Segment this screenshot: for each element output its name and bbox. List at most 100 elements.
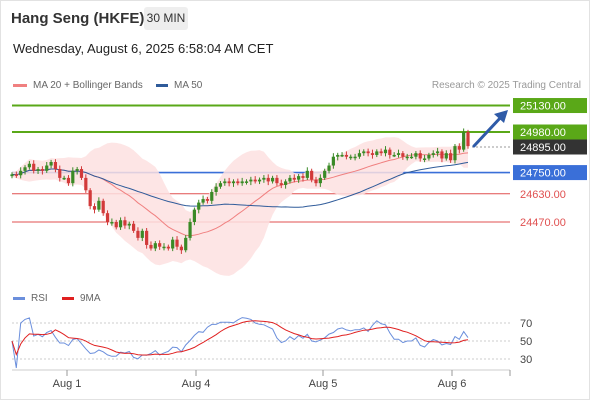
candle-body: [118, 220, 123, 228]
candle-body: [392, 154, 396, 157]
ma9-swatch: [62, 297, 74, 300]
candle-body: [266, 177, 270, 182]
level-label-24750.00: 24750.00: [520, 168, 566, 180]
candle-body: [366, 151, 370, 154]
candle-body: [40, 169, 44, 171]
rsi-line: [11, 317, 469, 369]
credit-text: Research © 2025 Trading Central: [431, 80, 581, 91]
candle-body: [71, 170, 75, 184]
candle-body: [192, 209, 196, 222]
candle-body: [197, 202, 201, 210]
candle-body: [166, 246, 170, 249]
candle-body: [409, 156, 414, 159]
candle-body: [223, 181, 227, 184]
rsi-tick-30: 30: [520, 354, 532, 366]
candle-body: [10, 174, 14, 177]
candle-body: [336, 154, 340, 157]
candle-body: [114, 222, 118, 228]
candle-body: [401, 153, 405, 157]
candle-body: [210, 192, 214, 201]
candle-body: [344, 154, 348, 157]
level-tag-24750.00: [513, 165, 587, 181]
level-label-24630.00: 24630.00: [520, 189, 566, 201]
candle-body: [188, 222, 192, 238]
candle-body: [184, 237, 188, 251]
candle-body: [314, 179, 318, 184]
rsi-swatch: [13, 297, 25, 300]
ma20-legend-label: MA 20 + Bollinger Bands: [33, 80, 143, 91]
candle-body: [349, 156, 353, 159]
rsi-tick-70: 70: [520, 318, 532, 330]
candle-body: [236, 181, 240, 184]
candle-body: [110, 222, 114, 224]
datetime-stamp: Wednesday, August 6, 2025 6:58:04 AM CET: [13, 41, 274, 56]
candle-body: [444, 153, 448, 159]
candle-body: [340, 154, 344, 157]
candle-body: [305, 170, 309, 178]
candle-body: [145, 230, 149, 245]
level-label-24470.00: 24470.00: [520, 217, 566, 229]
forecast-arrowhead: [494, 110, 508, 123]
candle-body: [257, 179, 262, 182]
candle-body: [75, 169, 79, 171]
candle-body: [84, 177, 88, 191]
level-label-25130.00: 25130.00: [520, 101, 566, 113]
candle-body: [279, 183, 283, 185]
candle-body: [127, 223, 131, 226]
level-tag-24895.00: [513, 139, 587, 155]
timeframe-button[interactable]: 30 MIN: [144, 7, 188, 30]
legend-ma20: MA 20 + Bollinger Bands: [13, 80, 143, 91]
level-label-24980.00: 24980.00: [520, 127, 566, 139]
legend-ma9: 9MA: [62, 293, 101, 304]
x-tick-label: Aug 5: [309, 378, 338, 390]
candle-body: [218, 183, 223, 187]
candle-body: [297, 176, 301, 180]
candle-body: [53, 162, 58, 170]
candle-body: [284, 181, 288, 185]
candle-body: [466, 132, 470, 147]
candle-body: [275, 177, 279, 184]
candle-body: [162, 246, 166, 249]
candle-body: [240, 181, 244, 184]
candle-body: [362, 151, 366, 154]
ma50-swatch: [156, 84, 168, 87]
candle-body: [323, 170, 327, 178]
ma20-swatch: [13, 84, 27, 87]
candle-body: [436, 151, 440, 154]
candle-body: [388, 149, 392, 155]
legend-rsi: RSI: [13, 293, 48, 304]
candle-body: [453, 146, 457, 161]
instrument-title: Hang Seng (HKFE): [11, 10, 145, 27]
candle-body: [310, 170, 314, 180]
candle-body: [101, 200, 105, 214]
x-tick-label: Aug 4: [182, 378, 211, 390]
ma50-legend-label: MA 50: [174, 80, 203, 91]
candle-body: [58, 169, 62, 178]
candle-body: [292, 177, 296, 180]
candle-body: [32, 163, 36, 171]
level-label-24895.00: 24895.00: [520, 142, 566, 154]
candle-body: [327, 165, 331, 171]
candle-body: [97, 200, 101, 210]
candle-body: [353, 156, 357, 159]
candle-body: [62, 177, 66, 180]
candle-body: [205, 199, 210, 201]
candle-body: [105, 213, 110, 222]
candle-body: [19, 170, 23, 176]
candle-body: [422, 158, 427, 160]
rsi-legend-label: RSI: [31, 293, 48, 304]
candle-body: [92, 206, 97, 210]
candle-body: [123, 220, 127, 226]
candle-body: [440, 151, 444, 159]
candle-body: [462, 132, 466, 150]
candle-body: [231, 181, 236, 184]
candle-body: [149, 244, 153, 249]
candle-body: [45, 165, 49, 171]
candle-body: [396, 153, 401, 155]
candle-body: [14, 174, 18, 176]
candle-body: [431, 153, 435, 155]
candle-body: [227, 181, 231, 184]
candle-body: [136, 230, 140, 238]
candle-body: [375, 151, 379, 155]
